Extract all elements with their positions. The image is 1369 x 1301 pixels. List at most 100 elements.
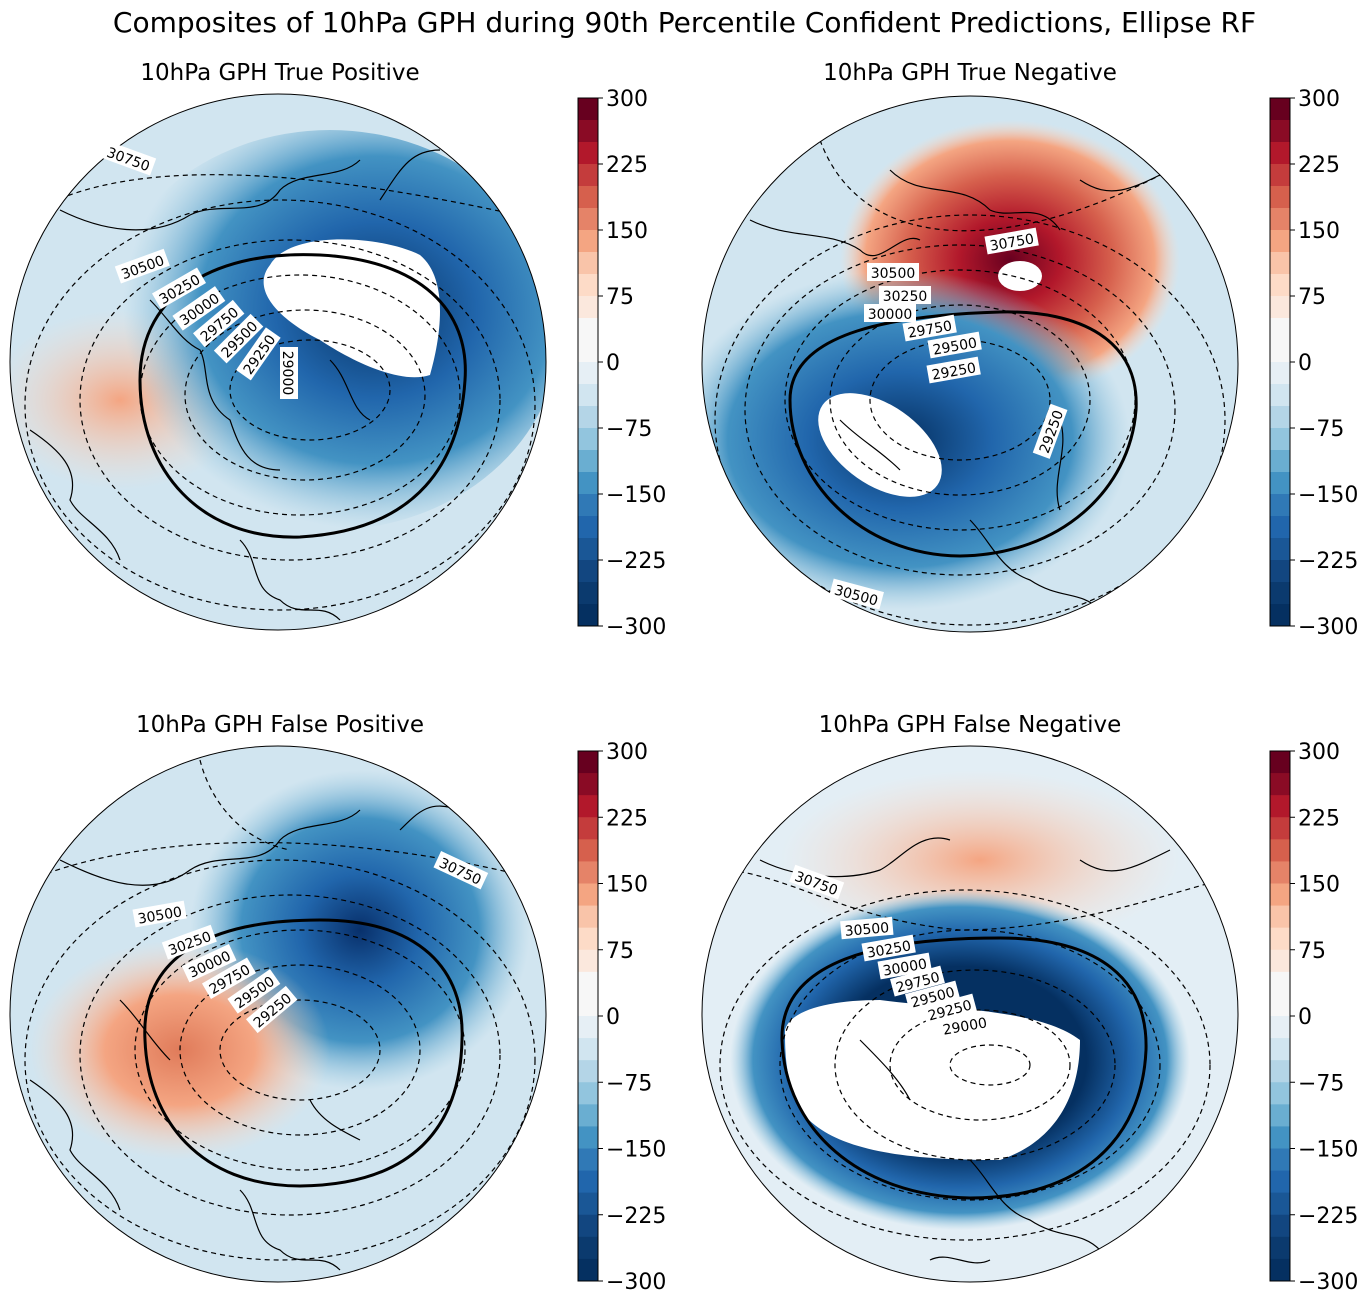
colorbar-segment <box>1270 795 1290 818</box>
colorbar-tick-label: −225 <box>1298 549 1358 574</box>
colorbar-segment <box>1270 252 1290 275</box>
colorbar-tick-label: −75 <box>606 417 652 442</box>
colorbar-segment <box>1270 428 1290 451</box>
colorbar-segment <box>1270 1104 1290 1127</box>
colorbar-tick-label: 150 <box>1298 873 1340 898</box>
colorbar-segment <box>578 1214 598 1238</box>
colorbar-segment <box>1270 538 1290 561</box>
colorbar-segment <box>578 560 598 583</box>
colorbar-segment <box>578 274 598 297</box>
colorbar-segment <box>1270 406 1290 429</box>
colorbar-segment <box>1270 905 1290 929</box>
colorbar-segment <box>578 230 598 253</box>
colorbar-segment <box>1270 450 1290 473</box>
contour-label: 29000 <box>942 1015 989 1038</box>
colorbar-tick-label: −300 <box>1298 615 1358 640</box>
panel-title-true-negative: 10hPa GPH True Negative <box>823 60 1117 86</box>
colorbar-segment <box>1270 883 1290 907</box>
colorbar-tick-label: 300 <box>606 740 648 765</box>
colorbar-segment <box>578 450 598 473</box>
colorbar-segment <box>578 428 598 451</box>
colorbar-segment <box>1270 384 1290 407</box>
colorbar-segment <box>1270 560 1290 583</box>
colorbar-segment <box>1270 142 1290 165</box>
colorbar-segment <box>1270 1016 1290 1039</box>
masked-region <box>785 1000 1080 1160</box>
panel-title-true-positive: 10hPa GPH True Positive <box>140 60 420 86</box>
colorbar-segment <box>578 1060 598 1083</box>
colorbar-segment <box>1270 186 1290 209</box>
colorbar-tick-label: 225 <box>606 153 648 178</box>
colorbar-segment <box>578 516 598 539</box>
colorbar-segment <box>1270 1060 1290 1083</box>
colorbar-segment <box>578 1192 598 1216</box>
colorbar-tick-label: −75 <box>1298 1071 1344 1096</box>
colorbar-segment <box>1270 1192 1290 1216</box>
colorbar-tick-label: −225 <box>606 1204 666 1229</box>
contour-label: 29750 <box>907 318 954 341</box>
colorbar-tick-label: −300 <box>606 1270 666 1295</box>
colorbar-segment <box>578 861 598 884</box>
colorbar-segment <box>578 164 598 187</box>
colorbar-segment <box>578 905 598 929</box>
colorbar-tick-label: −225 <box>1298 1204 1358 1229</box>
colorbars: 300 225 150 75 0 −75 −150 −225 −300 300 225 150 75 0 −… <box>577 87 1358 1295</box>
colorbar-segment <box>1270 927 1290 951</box>
colorbar-tick-label: −75 <box>1298 417 1344 442</box>
colorbar-segment <box>1270 362 1290 385</box>
contour-label: 29500 <box>932 335 979 358</box>
colorbar-segment <box>1270 318 1290 341</box>
masked-region <box>818 393 942 497</box>
colorbar-tick-label: 0 <box>606 351 620 376</box>
map-boundary <box>9 745 547 1283</box>
contour-labels: 30750 30500 30250 30000 29750 29500 2925… <box>829 227 1068 609</box>
colorbar-segment <box>1270 839 1290 862</box>
colorbar-tick-label: 150 <box>606 219 648 244</box>
colorbar-segment <box>1270 494 1290 517</box>
colorbar-tick-label: 225 <box>606 806 648 831</box>
colorbar-segment <box>578 1148 598 1172</box>
colorbar-segment <box>1270 949 1290 973</box>
colorbar-segment <box>1270 98 1290 121</box>
colorbar-tick-label: −75 <box>606 1071 652 1096</box>
thick-contour <box>143 918 464 1188</box>
colorbar-segment <box>1270 861 1290 884</box>
colorbar-segment <box>578 186 598 209</box>
colorbar-tick-label: 225 <box>1298 153 1340 178</box>
colorbar-segment <box>1270 296 1290 319</box>
colorbar-segment <box>1270 971 1290 995</box>
map-panel-true-negative: 30750 30500 30250 30000 29750 29500 2925… <box>701 95 1239 633</box>
colorbar-tick-label: 0 <box>1298 1005 1312 1030</box>
colorbar-segment <box>1270 340 1290 363</box>
colorbar-segment <box>578 1082 598 1105</box>
colorbar-segment <box>578 384 598 407</box>
colorbar-segment <box>578 472 598 495</box>
map-boundary <box>9 93 547 631</box>
panel-title-false-negative: 10hPa GPH False Negative <box>818 712 1122 738</box>
colorbar-segment <box>1270 604 1290 627</box>
colorbar-tick-label: 300 <box>1298 87 1340 112</box>
colorbar-tick-label: 150 <box>606 873 648 898</box>
contour-label: 29000 <box>279 351 295 396</box>
thick-contour <box>138 253 467 539</box>
colorbar-tick-label: 0 <box>1298 351 1312 376</box>
colorbar-segment <box>1270 1148 1290 1172</box>
colorbar-tick-label: −300 <box>1298 1270 1358 1295</box>
colorbar-segment <box>1270 208 1290 231</box>
colorbar-segment <box>578 340 598 363</box>
contour-label: 30250 <box>866 938 913 961</box>
colorbar-segment <box>578 582 598 605</box>
colorbar-segment <box>578 120 598 143</box>
coastlines <box>749 169 1171 611</box>
colorbar-segment <box>578 208 598 231</box>
colorbar-segment <box>1270 274 1290 297</box>
contour-label: 29250 <box>931 360 978 383</box>
coastlines <box>29 805 461 1271</box>
colorbar-tick-label: 225 <box>1298 806 1340 831</box>
colorbar-segment <box>578 406 598 429</box>
dashed-contours <box>19 174 541 611</box>
panel-title-false-positive: 10hPa GPH False Positive <box>135 712 425 738</box>
dashed-contours <box>719 869 1221 1241</box>
masked-region <box>998 261 1042 291</box>
